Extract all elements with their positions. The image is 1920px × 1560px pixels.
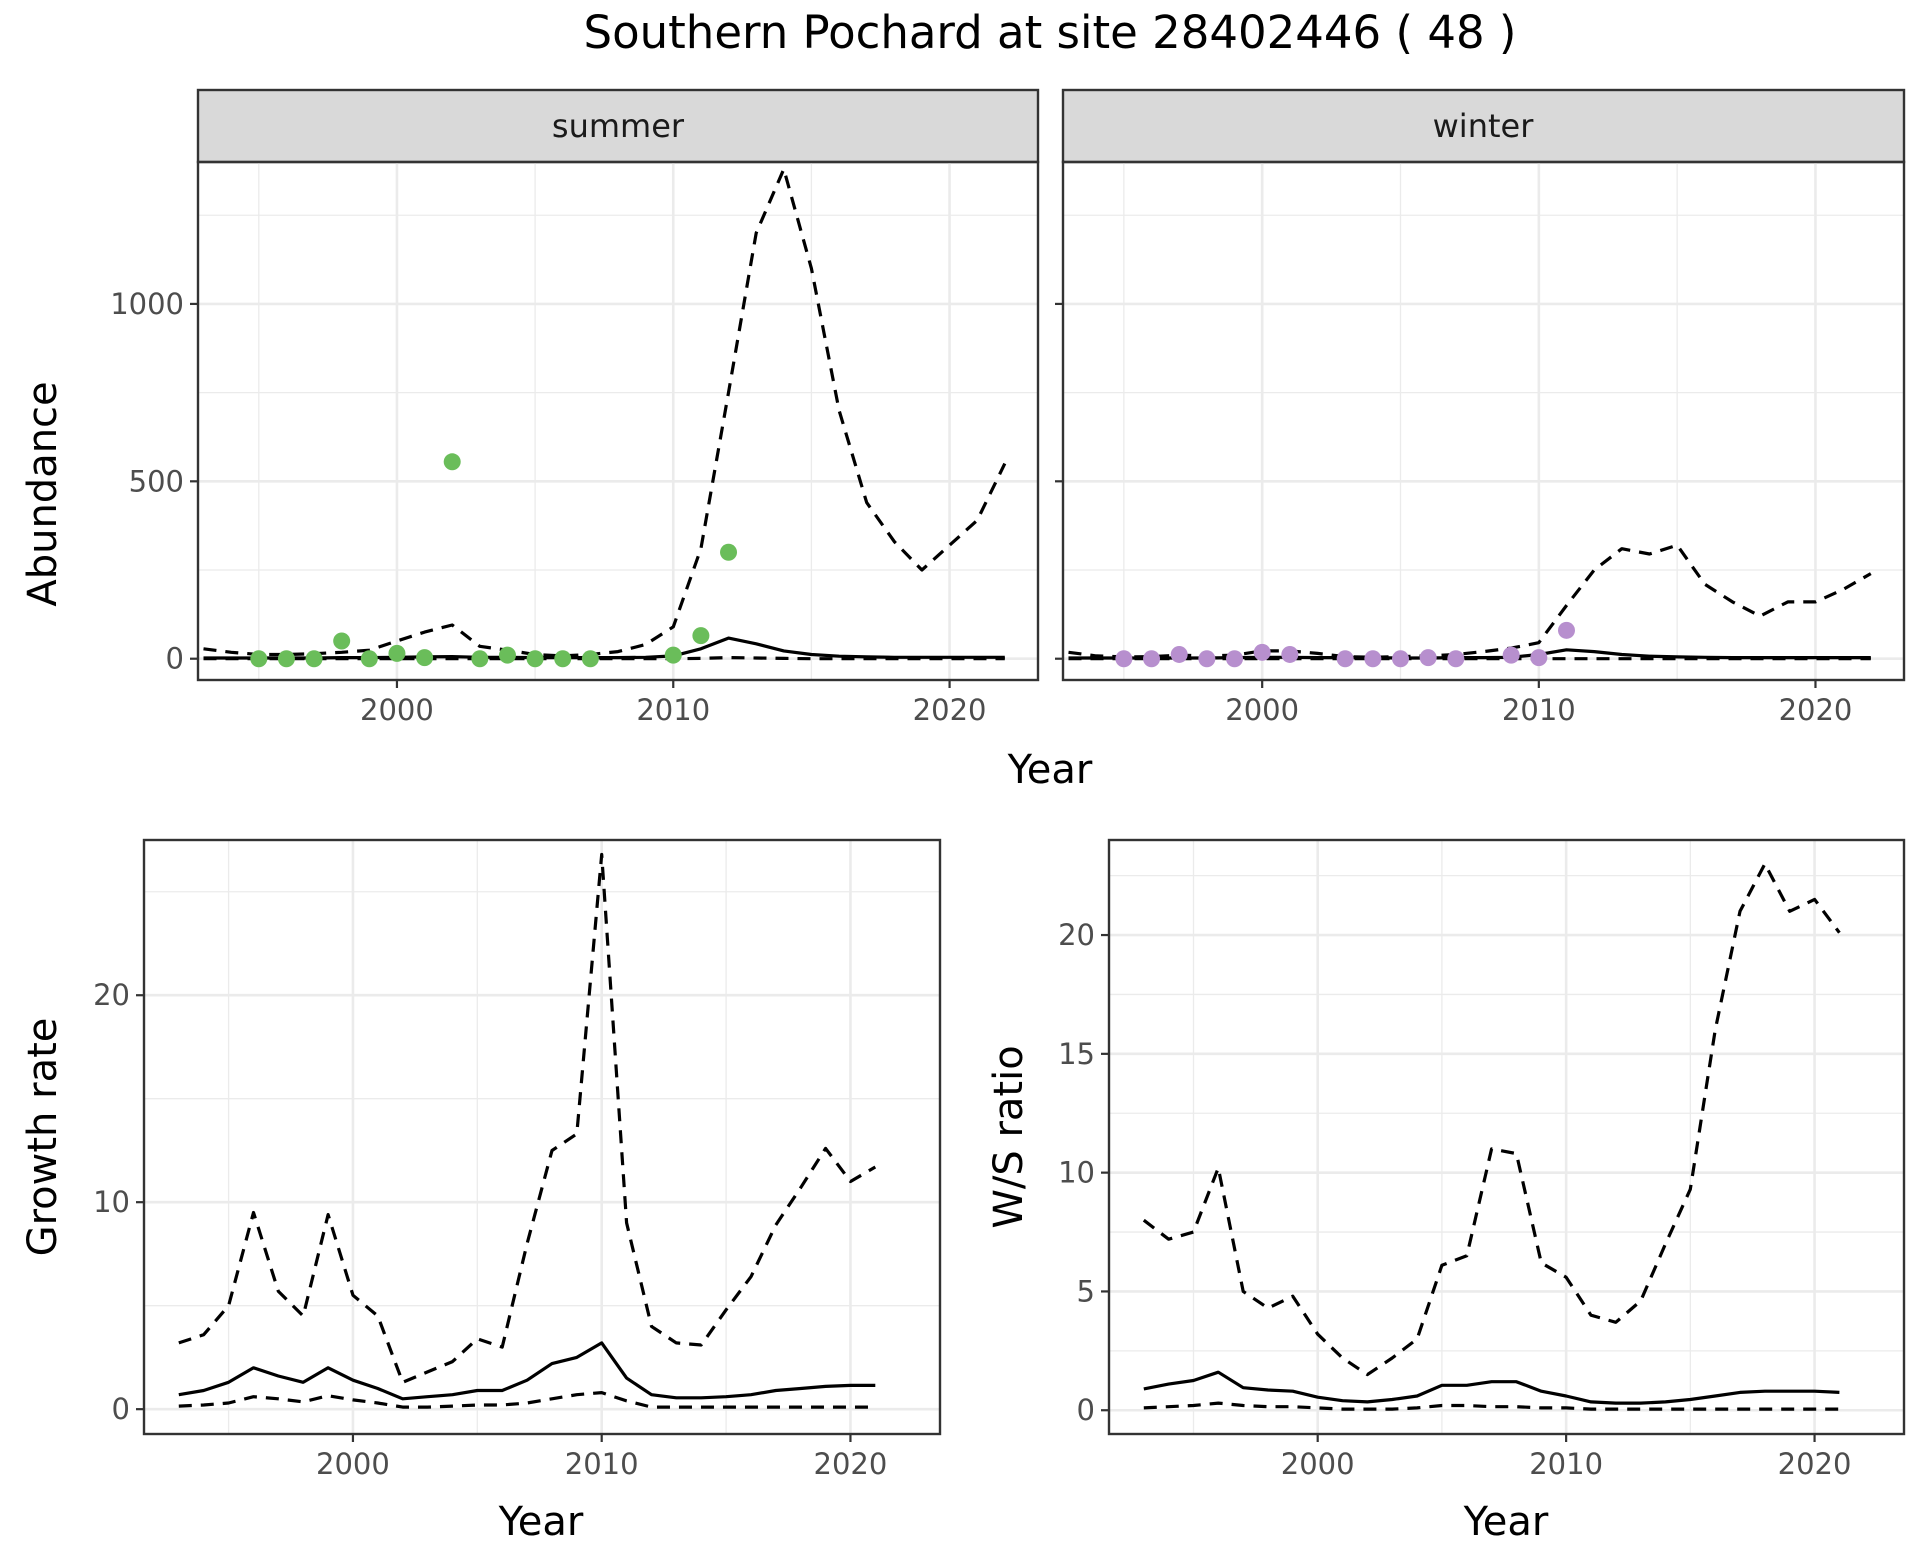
data-point [333, 632, 351, 650]
data-point [1198, 650, 1216, 668]
x-tick-label: 2000 [1225, 693, 1299, 727]
x-tick-label: 2010 [1529, 1447, 1603, 1481]
data-point [1530, 649, 1548, 667]
x-axis-title-growth: Year [498, 1499, 584, 1545]
data-point [1170, 645, 1188, 663]
panel-border [196, 160, 1040, 682]
x-tick-label: 2010 [565, 1447, 639, 1481]
y-tick-label: 20 [1058, 918, 1095, 952]
panel-abundance-winter: 2000 2010 2020 [1055, 160, 1906, 727]
data-point [250, 650, 268, 668]
data-point [554, 650, 572, 668]
data-point [1253, 643, 1271, 661]
series-line-1 [178, 852, 877, 1384]
data-point [1336, 650, 1354, 668]
data-point [305, 650, 323, 668]
series-line-0 [1143, 1370, 1840, 1405]
data-point [1419, 649, 1437, 667]
data-point [1143, 650, 1161, 668]
data-point [1502, 646, 1520, 664]
data-point [526, 650, 544, 668]
data-point [1364, 650, 1382, 668]
y-tick-label: 500 [129, 464, 184, 498]
x-tick-label: 2020 [814, 1447, 888, 1481]
x-tick-label: 2020 [1779, 693, 1853, 727]
y-axis-title-ws: W/S ratio [986, 1045, 1032, 1228]
y-tick-label: 5 [1077, 1274, 1095, 1308]
x-tick-label: 2010 [1502, 693, 1576, 727]
series-line-1 [203, 167, 1007, 658]
x-tick-label: 2020 [913, 693, 987, 727]
y-tick-label: 0 [166, 642, 184, 676]
data-point [443, 453, 461, 471]
panel-growth-rate: 2000 2010 2020 0 10 20 [93, 838, 942, 1481]
panel-ws-ratio: 2000 2010 2020 0 5 10 15 20 [1058, 838, 1906, 1481]
y-tick-label: 20 [93, 978, 130, 1012]
data-point [1281, 645, 1299, 663]
y-tick-label: 10 [1058, 1156, 1095, 1190]
data-point [360, 650, 378, 668]
y-tick-label: 1000 [110, 287, 184, 321]
series-line-2 [1143, 1401, 1840, 1411]
y-axis-title-abundance: Abundance [20, 381, 66, 606]
data-point [720, 543, 738, 561]
series-line-1 [1068, 543, 1872, 659]
series-line-2 [178, 1390, 876, 1409]
panel-border [1061, 160, 1906, 682]
data-point [692, 627, 710, 645]
panel-border [142, 838, 942, 1436]
series-line-1 [1142, 862, 1841, 1377]
x-axis-title-ws: Year [1463, 1499, 1549, 1545]
y-tick-label: 0 [1077, 1393, 1095, 1427]
data-point [1447, 650, 1465, 668]
x-tick-label: 2020 [1778, 1447, 1852, 1481]
series-line-0 [203, 636, 1005, 660]
y-axis-title-growth: Growth rate [20, 1018, 66, 1257]
y-tick-label: 0 [112, 1392, 130, 1426]
data-point [277, 650, 295, 668]
x-axis-title-top: Year [1007, 747, 1093, 793]
x-tick-label: 2010 [636, 693, 710, 727]
series-line-2 [203, 655, 1005, 661]
y-tick-label: 10 [93, 1185, 130, 1219]
data-point [388, 644, 406, 662]
y-tick-label: 15 [1058, 1037, 1095, 1071]
data-point [471, 650, 489, 668]
facet-strip-winter: winter [1061, 88, 1906, 164]
data-point [581, 650, 599, 668]
x-tick-label: 2000 [1281, 1447, 1355, 1481]
data-point [664, 646, 682, 664]
panel-abundance-summer: 2000 2010 2020 0 500 1000 [110, 160, 1040, 727]
facet-label-summer: summer [552, 107, 685, 145]
x-tick-label: 2000 [360, 693, 434, 727]
facet-label-winter: winter [1433, 107, 1535, 145]
data-point [416, 649, 434, 667]
chart-title: Southern Pochard at site 28402446 ( 48 ) [584, 6, 1517, 59]
x-tick-label: 2000 [316, 1447, 390, 1481]
data-point [1226, 650, 1244, 668]
data-point [498, 646, 516, 664]
data-point [1392, 650, 1410, 668]
data-point [1115, 650, 1133, 668]
panel-border [1107, 838, 1906, 1436]
series-line-0 [178, 1341, 876, 1401]
data-point [1557, 621, 1575, 639]
facet-strip-summer: summer [196, 88, 1040, 164]
